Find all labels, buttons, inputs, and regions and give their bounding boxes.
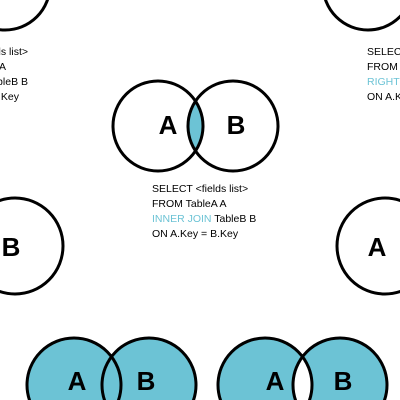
circle-b	[0, 196, 65, 296]
query-line: ableB B	[0, 76, 28, 88]
circle-partial	[0, 0, 50, 32]
join-keyword: RIGHT J	[367, 76, 400, 88]
circle-a	[335, 196, 400, 296]
circle-a	[111, 79, 205, 173]
query-line: ON A.K	[367, 91, 400, 103]
fill-a	[218, 338, 312, 400]
fill-b	[293, 338, 387, 400]
label-a: A	[266, 366, 285, 396]
inner-join-query: SELECT <fields list> FROM TableA A INNER…	[152, 183, 256, 240]
label-b: B	[2, 232, 21, 262]
circle-a	[25, 336, 123, 400]
label-b: B	[227, 110, 246, 140]
label-b: B	[137, 366, 156, 396]
label-a: A	[159, 110, 178, 140]
query-line: SELECT <fields list>	[152, 183, 248, 195]
exclusive-join-venn: A B	[216, 336, 389, 400]
label-b: B	[334, 366, 353, 396]
label-a: A	[368, 232, 387, 262]
query-line: ields list>	[0, 46, 28, 58]
circle-partial	[323, 0, 400, 32]
query-text: TableB B	[212, 213, 257, 225]
circle-b	[186, 79, 280, 173]
query-line: ON A.Key = B.Key	[152, 228, 239, 240]
partial-query: ields list> A ableB B Key	[0, 46, 28, 103]
label-a: A	[68, 366, 87, 396]
query-line: INNER JOIN TableB B	[152, 213, 256, 225]
join-keyword: INNER JOIN	[152, 213, 212, 225]
query-line: SELECT	[367, 46, 400, 58]
query-line: FROM T	[367, 61, 400, 73]
partial-query: SELECT FROM T RIGHT J ON A.K	[367, 46, 400, 103]
inner-join-venn: A B	[111, 79, 280, 173]
fill-a	[27, 338, 121, 400]
circle-a	[216, 336, 314, 400]
circle-b	[100, 336, 198, 400]
query-line: FROM TableA A	[152, 198, 227, 210]
query-line: A	[0, 61, 6, 73]
fill-b	[102, 338, 196, 400]
circle-b	[291, 336, 389, 400]
full-join-venn: A B	[25, 336, 198, 400]
query-line: Key	[1, 91, 20, 103]
